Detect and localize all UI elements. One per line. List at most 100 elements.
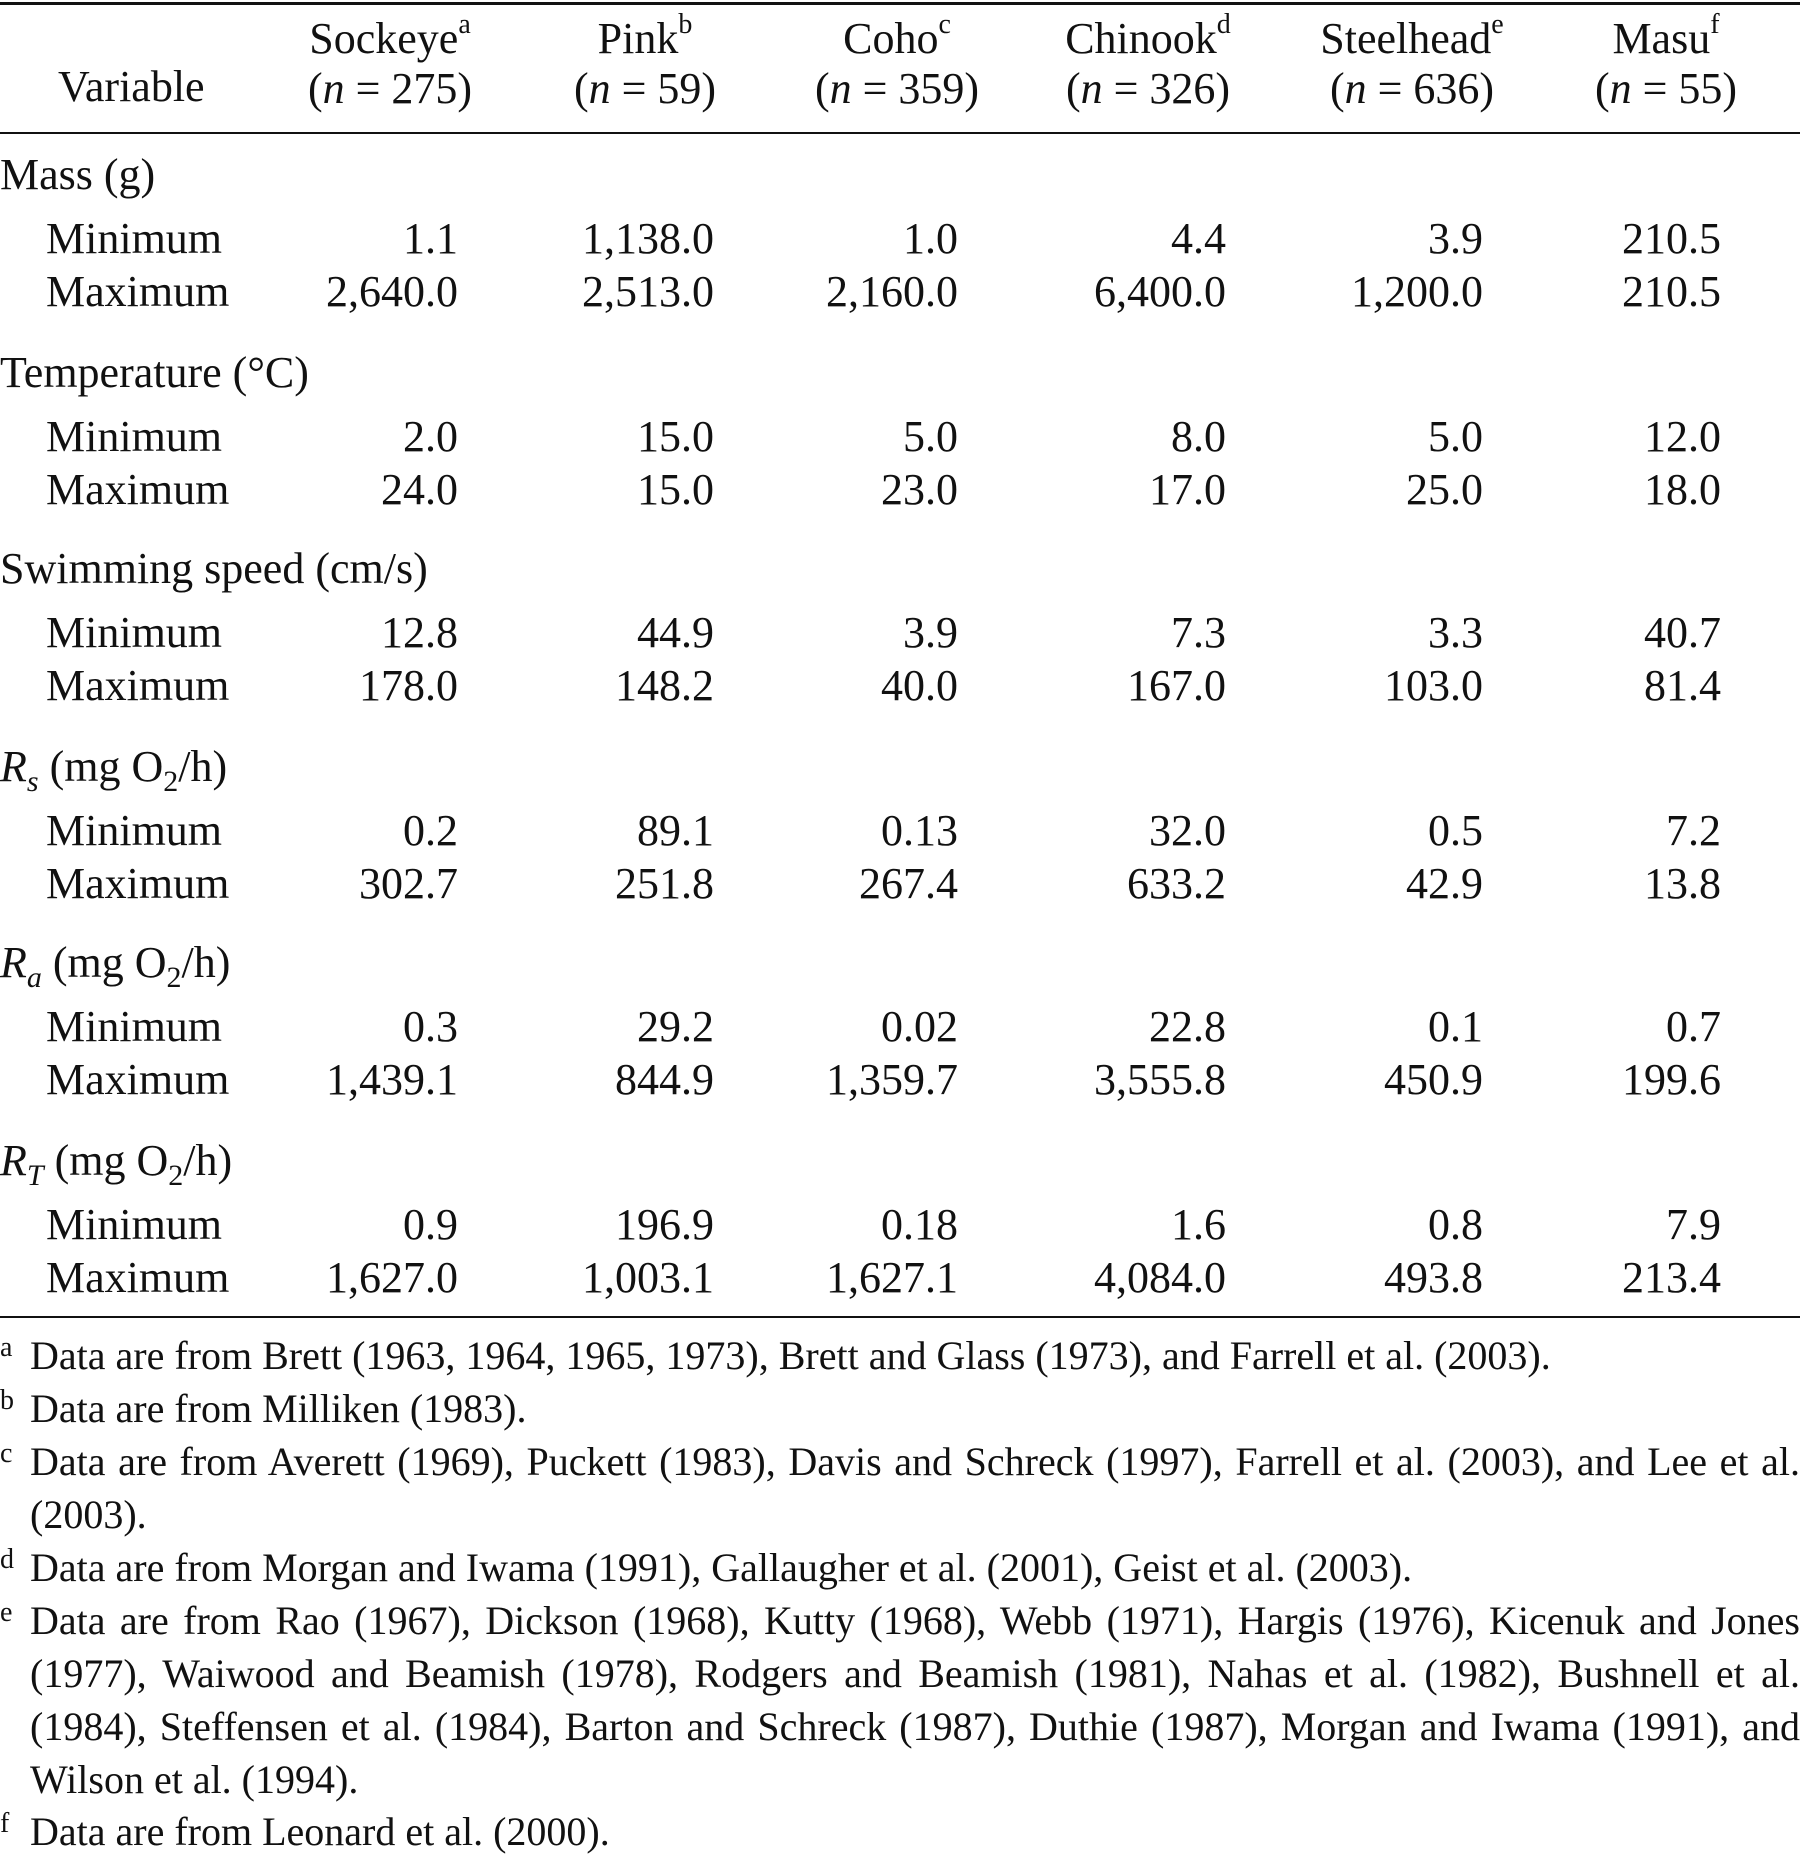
- sample-size-var: n: [829, 64, 852, 113]
- table-cell: 7.9: [1666, 1200, 1721, 1249]
- footnote-f: f Data are from Leonard et al. (2000).: [0, 1805, 1800, 1858]
- table-cell: 450.9: [1384, 1055, 1483, 1104]
- sample-size-value: = 59): [610, 64, 717, 113]
- section-symbol-sub: s: [26, 765, 39, 798]
- sample-size-open: (: [307, 64, 323, 113]
- sample-size-var: n: [1080, 64, 1103, 113]
- top-rule: [0, 2, 1800, 5]
- table-cell: 251.8: [615, 859, 714, 908]
- table-cell: 0.2: [403, 806, 458, 855]
- sample-size-var: n: [588, 64, 611, 113]
- table-cell: 0.3: [403, 1002, 458, 1051]
- row-label: Maximum: [46, 465, 230, 514]
- table-cell: 3.3: [1428, 608, 1483, 657]
- footnote-text: Data are from Brett (1963, 1964, 1965, 1…: [30, 1333, 1551, 1378]
- sample-size-open: (: [1329, 64, 1345, 113]
- table-cell: 210.5: [1622, 267, 1721, 316]
- section-title: Swimming speed (cm/s): [0, 544, 428, 593]
- section-unit: (mg O: [38, 742, 164, 791]
- table-cell: 29.2: [637, 1002, 714, 1051]
- section-symbol-sub: a: [26, 961, 42, 994]
- section-unit: (mg O: [41, 938, 167, 987]
- table-cell: 148.2: [615, 661, 714, 710]
- footnote-text: Data are from Rao (1967), Dickson (1968)…: [30, 1598, 1800, 1802]
- sample-size-value: = 359): [851, 64, 980, 113]
- table-cell: 5.0: [903, 412, 958, 461]
- table-cell: 3.9: [903, 608, 958, 657]
- footnote-e: e Data are from Rao (1967), Dickson (1968…: [0, 1594, 1800, 1806]
- section-unit-post: /h): [183, 1136, 233, 1185]
- table-cell: 1.0: [903, 214, 958, 263]
- sample-size-var: n: [322, 64, 345, 113]
- table-cell: 0.9: [403, 1200, 458, 1249]
- species-name: Masuf: [1516, 11, 1800, 64]
- row-label: Minimum: [46, 806, 223, 855]
- footnote-mark: d: [0, 1544, 14, 1575]
- table-cell: 15.0: [637, 412, 714, 461]
- sample-size-open: (: [1594, 64, 1610, 113]
- sample-size-value: = 636): [1366, 64, 1495, 113]
- species-label: Sockeye: [309, 14, 459, 63]
- column-header-2: Pinkb (n = 59): [495, 11, 795, 114]
- table-cell: 24.0: [381, 465, 458, 514]
- table-cell: 1.1: [403, 214, 458, 263]
- footnote-text: Data are from Leonard et al. (2000).: [30, 1809, 610, 1854]
- sample-size: (n = 359): [747, 64, 1047, 114]
- footnote-mark: a: [0, 1332, 13, 1363]
- table-cell: 15.0: [637, 465, 714, 514]
- sample-size-value: = 326): [1102, 64, 1231, 113]
- column-header-5: Steelheade (n = 636): [1262, 11, 1562, 114]
- footnote-d: d Data are from Morgan and Iwama (1991), …: [0, 1541, 1800, 1594]
- column-header-6: Masuf (n = 55): [1516, 11, 1800, 114]
- table-cell: 32.0: [1149, 806, 1226, 855]
- table-cell: 167.0: [1127, 661, 1226, 710]
- table-cell: 178.0: [359, 661, 458, 710]
- sample-size-value: = 275): [344, 64, 473, 113]
- sample-size-var: n: [1609, 64, 1632, 113]
- species-name: Sockeyea: [240, 11, 540, 64]
- table-cell: 103.0: [1384, 661, 1483, 710]
- footnote-text: Data are from Morgan and Iwama (1991), G…: [30, 1545, 1413, 1590]
- species-label: Masu: [1612, 14, 1711, 63]
- table-cell: 89.1: [637, 806, 714, 855]
- section-label: Swimming speed (cm/s): [0, 544, 428, 594]
- species-label: Pink: [597, 14, 679, 63]
- footnote-mark: c: [0, 1438, 13, 1469]
- sample-size-open: (: [814, 64, 830, 113]
- table-cell: 8.0: [1171, 412, 1226, 461]
- table-cell: 493.8: [1384, 1253, 1483, 1302]
- table-cell: 40.0: [881, 661, 958, 710]
- section-label: RT (mg O2/h): [0, 1136, 233, 1191]
- section-unit-sub: 2: [166, 961, 182, 994]
- table-cell: 1,138.0: [582, 214, 714, 263]
- table-cell: 25.0: [1406, 465, 1483, 514]
- column-header-1: Sockeyea (n = 275): [240, 11, 540, 114]
- species-name: Steelheade: [1262, 11, 1562, 64]
- table-cell: 1,359.7: [826, 1055, 958, 1104]
- footnote-text: Data are from Averett (1969), Puckett (1…: [30, 1439, 1800, 1537]
- section-unit-sub: 2: [168, 1159, 184, 1192]
- table-cell: 12.8: [381, 608, 458, 657]
- sample-size: (n = 636): [1262, 64, 1562, 114]
- table-cell: 12.0: [1644, 412, 1721, 461]
- table-cell: 23.0: [881, 465, 958, 514]
- table-cell: 22.8: [1149, 1002, 1226, 1051]
- species-name: Chinookd: [998, 11, 1298, 64]
- row-label: Minimum: [46, 1200, 223, 1249]
- table-cell: 0.5: [1428, 806, 1483, 855]
- footnote-mark: e: [1491, 9, 1504, 41]
- row-label: Maximum: [46, 1055, 230, 1104]
- table-cell: 0.8: [1428, 1200, 1483, 1249]
- sample-size: (n = 55): [1516, 64, 1800, 114]
- species-label: Coho: [843, 14, 939, 63]
- table-cell: 0.1: [1428, 1002, 1483, 1051]
- header-rule: [0, 132, 1800, 134]
- section-symbol-sub: T: [26, 1159, 44, 1192]
- row-label: Minimum: [46, 1002, 223, 1051]
- table-cell: 1,439.1: [326, 1055, 458, 1104]
- section-unit: (mg O: [43, 1136, 169, 1185]
- table-cell: 1.6: [1171, 1200, 1226, 1249]
- footnote-mark: d: [1216, 9, 1231, 41]
- table-cell: 7.3: [1171, 608, 1226, 657]
